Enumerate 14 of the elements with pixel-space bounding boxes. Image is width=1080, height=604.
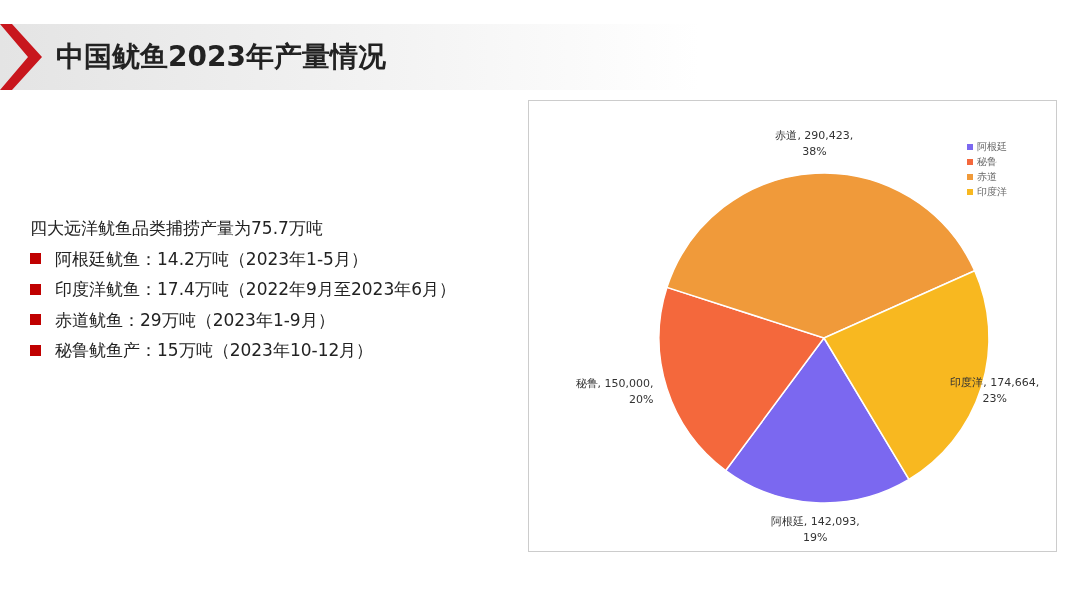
- text: 中国鱿鱼2023年产量情况: [56, 39, 386, 75]
- data-label: 秘鲁, 150,000, 20%: [575, 376, 654, 406]
- legend-label: 赤道: [977, 171, 997, 182]
- legend-label: 秘鲁: [977, 156, 997, 167]
- data-label: 阿根廷, 142,093, 19%: [770, 514, 860, 544]
- text: 秘鲁鱿鱼产：15万吨（2023年10-12月）: [55, 339, 374, 362]
- text: 四大远洋鱿鱼品类捕捞产量为75.7万吨: [30, 217, 323, 240]
- text: 赤道鱿鱼：29万吨（2023年1-9月）: [55, 308, 335, 332]
- text: 阿根廷鱿鱼：14.2万吨（2023年1-5月）: [55, 247, 368, 271]
- data-label: 赤道, 290,423, 38%: [775, 129, 854, 159]
- text: 印度洋鱿鱼：17.4万吨（2022年9月至2023年6月）: [55, 278, 457, 301]
- data-label: 印度洋, 174,664, 23%: [950, 375, 1040, 405]
- legend-label: 阿根廷: [977, 141, 1007, 152]
- legend-label: 印度洋: [977, 186, 1007, 197]
